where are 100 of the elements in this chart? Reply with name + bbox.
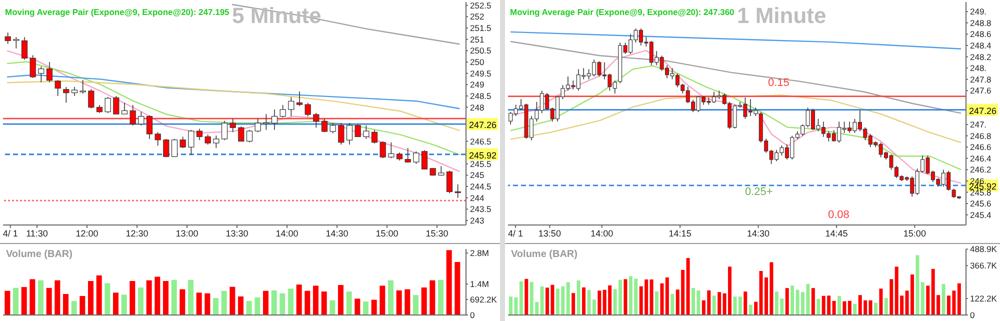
candlestick <box>280 104 286 118</box>
line-series <box>510 31 962 50</box>
bar <box>180 289 186 315</box>
bar <box>920 282 924 315</box>
y-tick-label: 246.8 <box>970 130 992 141</box>
y-tick-label: 122.2K <box>970 294 998 304</box>
candlestick <box>271 109 278 130</box>
x-tick-label: 14:00 <box>276 228 298 238</box>
candlestick <box>296 91 303 107</box>
bar <box>916 255 920 315</box>
candlestick <box>4 32 11 44</box>
bar <box>38 280 44 315</box>
y-tick-label: 251.5 <box>470 23 492 34</box>
candlestick <box>404 148 411 164</box>
bar <box>879 288 883 315</box>
y-tick-label: 1.4M <box>470 279 489 290</box>
y-tick-label: 249 <box>470 80 484 90</box>
y-tick-label: 251 <box>470 34 484 44</box>
y-tick-label: 2.8M <box>470 248 489 258</box>
bar <box>404 289 410 315</box>
bar <box>592 300 596 315</box>
x-tick-label: 13:30 <box>226 228 248 238</box>
bar <box>154 276 160 315</box>
candlestick <box>338 122 344 146</box>
y-tick-label: 245.4 <box>970 210 992 220</box>
candlestick <box>363 124 370 140</box>
bar <box>454 262 460 315</box>
x-tick-label: 15:00 <box>376 228 398 238</box>
candlestick <box>246 130 253 143</box>
bar <box>748 304 752 315</box>
bar <box>524 278 528 315</box>
bar <box>371 300 377 315</box>
candlestick <box>413 151 420 164</box>
candlestick <box>171 138 178 158</box>
y-tick-label: 249. <box>970 6 987 17</box>
candlestick <box>238 126 244 142</box>
annotation: 0.15 <box>768 77 790 89</box>
candlestick <box>304 102 311 117</box>
line-series <box>510 65 962 170</box>
x-tick-label: 12:00 <box>76 228 98 238</box>
y-tick-label: 248.8 <box>970 18 992 28</box>
bar <box>138 287 144 315</box>
candlestick <box>30 54 36 78</box>
bar <box>163 280 169 315</box>
bar <box>837 296 841 315</box>
y-tick-label: 247.8 <box>970 74 992 84</box>
bar <box>587 290 591 315</box>
bar <box>54 280 60 315</box>
annotation: 0.08 <box>828 209 850 221</box>
bar <box>313 286 319 315</box>
x-tick-label: 14:30 <box>326 228 348 238</box>
bar <box>4 290 10 315</box>
candlestick <box>130 104 136 126</box>
bar <box>71 300 77 315</box>
candlestick <box>163 138 170 158</box>
y-tick-label: 244.5 <box>470 182 492 192</box>
y-tick-label: 248. <box>970 63 987 74</box>
bar <box>380 286 386 315</box>
bar <box>421 287 427 315</box>
bar <box>321 292 327 315</box>
bar <box>171 280 177 315</box>
bar <box>733 296 737 315</box>
ref-line-label: 245.92 <box>469 150 497 160</box>
bar <box>438 280 444 315</box>
x-tick-label: 14:00 <box>590 228 614 238</box>
bar <box>519 281 523 315</box>
ref-line-label: 247.26 <box>469 120 497 130</box>
candlestick <box>104 96 111 114</box>
y-tick-label: 250 <box>470 57 484 68</box>
bar <box>346 292 352 315</box>
candlestick <box>138 111 144 126</box>
line-series <box>6 50 460 172</box>
candlestick <box>354 124 361 138</box>
candlestick <box>230 118 236 133</box>
annotation: 0.25+ <box>745 186 773 198</box>
y-tick-label: 243 <box>470 215 484 226</box>
bar <box>396 290 402 315</box>
x-tick-label: 14:30 <box>747 228 770 238</box>
x-tick-label: 12:30 <box>126 228 148 238</box>
bar <box>230 286 236 315</box>
candlestick <box>46 62 53 83</box>
y-tick-label: 252.5 <box>470 0 492 10</box>
bar <box>80 296 86 315</box>
candlestick <box>154 132 161 146</box>
chart-title: 1 Minute <box>737 3 826 29</box>
bar <box>665 277 669 315</box>
bar <box>832 300 836 315</box>
bar <box>655 291 659 315</box>
bar <box>296 284 302 315</box>
candlestick <box>330 122 336 134</box>
x-tick-label: 13:50 <box>538 228 561 238</box>
candlestick <box>221 120 228 140</box>
candlestick <box>80 80 86 94</box>
bar <box>785 288 789 315</box>
bar <box>926 286 930 315</box>
bar <box>271 290 277 315</box>
bar <box>30 279 36 315</box>
x-tick-label: 15:30 <box>426 228 448 238</box>
x-tick-label: 15:00 <box>903 228 926 238</box>
line-series <box>6 61 460 156</box>
